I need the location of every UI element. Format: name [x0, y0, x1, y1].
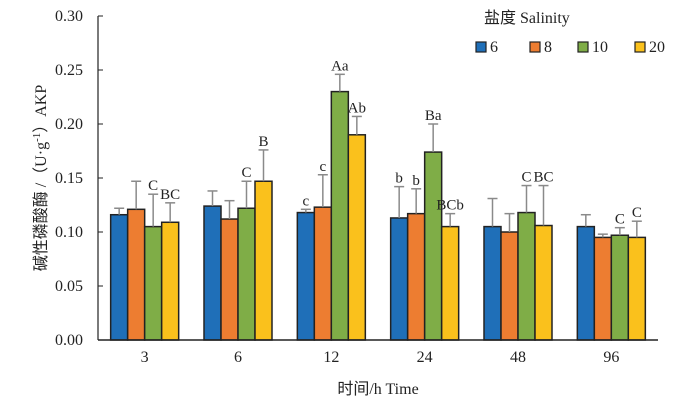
significance-label: C: [632, 205, 642, 221]
legend-title: 盐度 Salinity: [484, 9, 570, 27]
bar-12h-salinity-20: [347, 134, 367, 341]
legend: 盐度 Salinity 6 8 10 20: [475, 9, 665, 56]
x-tick-label: 24: [417, 349, 433, 366]
y-tick-label: 0.20: [55, 116, 83, 133]
bar-6h-salinity-8: [220, 218, 239, 341]
bar-12h-salinity-8: [313, 206, 333, 341]
bar-3h-salinity-20: [160, 221, 180, 341]
bar-24h-salinity-10: [423, 151, 443, 341]
legend-swatch-10: [577, 41, 589, 53]
y-axis-title: 碱性磷酸酶 /（U·g-1）AKP: [31, 85, 50, 272]
y-tick-label: 0.05: [55, 278, 83, 295]
bar-12h-salinity-10: [330, 90, 350, 341]
bar-48h-salinity-6: [483, 225, 502, 341]
significance-label: c: [319, 159, 326, 175]
x-tick-label: 12: [323, 349, 339, 366]
y-tick-label: 0.30: [55, 8, 83, 25]
bar-48h-salinity-8: [500, 231, 519, 341]
bar-6h-salinity-20: [254, 180, 273, 341]
significance-label: b: [395, 171, 403, 187]
significance-label: C: [148, 178, 158, 194]
bar-48h-salinity-10: [517, 211, 536, 341]
bars: [109, 90, 647, 341]
significance-label: Ba: [425, 108, 442, 124]
legend-swatch-6: [475, 41, 487, 53]
x-axis-title: 时间/h Time: [337, 380, 418, 398]
bar-96h-salinity-20: [627, 236, 647, 341]
x-tick-label: 96: [603, 349, 619, 366]
significance-label: C: [241, 165, 251, 181]
significance-label: c: [302, 193, 309, 209]
significance-label: C: [615, 212, 625, 228]
bar-48h-salinity-20: [534, 224, 553, 341]
y-axis-title-text: 碱性磷酸酶 /（U·g-1）AKP: [31, 85, 50, 272]
significance-label: BC: [533, 170, 553, 186]
legend-label-6: 6: [490, 39, 498, 56]
y-axis-title-tail: ）AKP: [32, 85, 50, 133]
legend-swatch-8: [529, 41, 541, 53]
x-axis: 3 6 12 24 48 96: [98, 339, 658, 366]
significance-label: b: [412, 173, 420, 189]
y-axis-title-sup: -1: [31, 133, 43, 142]
significance-label: C: [521, 170, 531, 186]
bar-96h-salinity-6: [576, 225, 596, 341]
y-axis: 0.00 0.05 0.10 0.15 0.20 0.25 0.30: [55, 8, 103, 349]
x-tick-label: 48: [510, 349, 526, 366]
significance-label: B: [258, 134, 268, 150]
bar-12h-salinity-6: [296, 211, 316, 341]
x-tick-label: 6: [234, 349, 242, 366]
legend-label-10: 10: [592, 39, 608, 56]
bar-96h-salinity-8: [593, 236, 613, 341]
significance-label: Aa: [331, 58, 349, 74]
y-tick-label: 0.25: [55, 62, 83, 79]
bar-6h-salinity-6: [203, 205, 222, 341]
bar-3h-salinity-8: [126, 208, 146, 341]
legend-label-8: 8: [544, 39, 552, 56]
bar-3h-salinity-6: [109, 213, 129, 341]
bar-24h-salinity-20: [440, 225, 460, 341]
bar-24h-salinity-8: [406, 212, 426, 341]
y-tick-label: 0.15: [55, 170, 83, 187]
significance-label: BC: [160, 187, 180, 203]
error-bars: [114, 73, 642, 238]
significance-label: BCb: [436, 198, 464, 214]
y-axis-title-main: 碱性磷酸酶 /（U·g: [32, 142, 50, 271]
y-tick-label: 0.10: [55, 224, 83, 241]
significance-label: Ab: [348, 100, 366, 116]
y-tick-label: 0.00: [55, 332, 83, 349]
legend-label-20: 20: [649, 39, 665, 56]
bar-6h-salinity-10: [237, 207, 256, 341]
legend-swatch-20: [634, 41, 646, 53]
x-tick-label: 3: [141, 349, 149, 366]
bar-24h-salinity-6: [389, 217, 409, 341]
bar-3h-salinity-10: [143, 225, 163, 341]
bar-96h-salinity-10: [610, 234, 630, 341]
